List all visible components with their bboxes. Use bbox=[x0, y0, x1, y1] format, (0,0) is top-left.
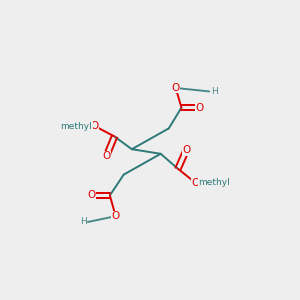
Text: H: H bbox=[212, 87, 218, 96]
Text: H: H bbox=[80, 218, 87, 226]
Text: O: O bbox=[191, 178, 200, 188]
Text: O: O bbox=[182, 145, 190, 155]
Text: O: O bbox=[102, 151, 110, 161]
Text: methyl: methyl bbox=[198, 178, 230, 187]
Text: O: O bbox=[91, 121, 99, 131]
Text: O: O bbox=[196, 103, 204, 112]
Text: O: O bbox=[87, 190, 95, 200]
Text: O: O bbox=[112, 211, 120, 221]
Text: methyl: methyl bbox=[61, 122, 92, 130]
Text: O: O bbox=[172, 83, 180, 93]
